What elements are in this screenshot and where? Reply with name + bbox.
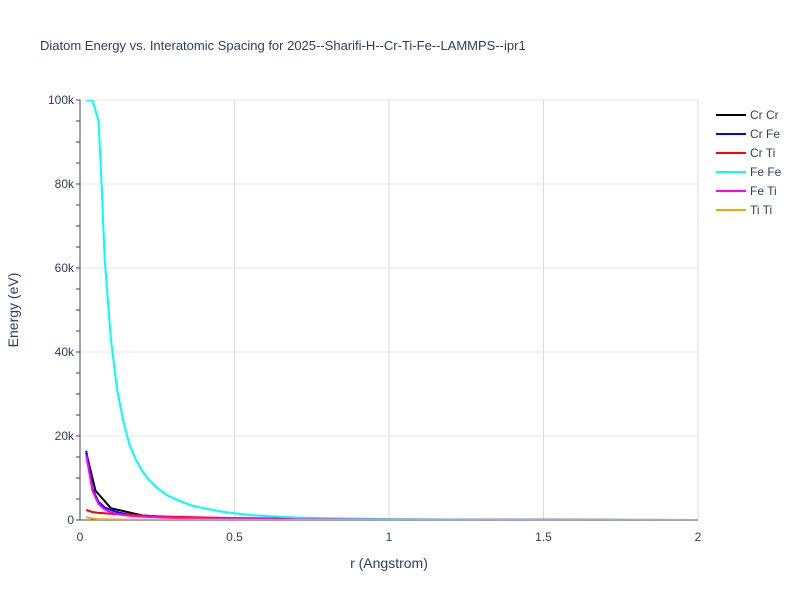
legend: Cr Cr Cr Fe Cr Ti Fe Fe Fe Ti Ti Ti [716,108,782,217]
legend-label: Cr Cr [750,108,779,122]
x-tick-label: 1 [386,530,393,544]
y-tick-label: 0 [67,513,74,527]
series-line-ti-ti [85,516,698,520]
legend-item-fe-ti[interactable]: Fe Ti [716,184,777,198]
series-layer [85,100,698,520]
x-tick-label: 2 [695,530,702,544]
legend-label: Cr Fe [750,127,780,141]
legend-item-cr-fe[interactable]: Cr Fe [716,127,780,141]
legend-item-cr-cr[interactable]: Cr Cr [716,108,779,122]
legend-item-ti-ti[interactable]: Ti Ti [716,203,772,217]
legend-label: Fe Fe [750,165,782,179]
chart-title: Diatom Energy vs. Interatomic Spacing fo… [40,38,526,53]
legend-label: Ti Ti [750,203,772,217]
legend-label: Cr Ti [750,146,775,160]
series-line-fe-fe [86,100,698,520]
y-axis-title: Energy (eV) [5,273,21,348]
legend-item-fe-fe[interactable]: Fe Fe [716,165,782,179]
y-tick-label: 40k [55,345,75,359]
x-tick-label: 1.5 [535,530,552,544]
x-tick-label: 0.5 [226,530,243,544]
y-tick-label: 60k [55,261,75,275]
grid-layer [80,99,699,520]
tick-label-layer: 0 0.5 1 1.5 2 0 20k 40k 60k 80k 100k [48,93,702,544]
legend-label: Fe Ti [750,184,777,198]
y-tick-label: 100k [48,93,75,107]
y-tick-label: 80k [55,177,75,191]
x-axis-title: r (Angstrom) [350,555,428,571]
y-tick-label: 20k [55,429,75,443]
legend-item-cr-ti[interactable]: Cr Ti [716,146,775,160]
x-tick-label: 0 [77,530,84,544]
